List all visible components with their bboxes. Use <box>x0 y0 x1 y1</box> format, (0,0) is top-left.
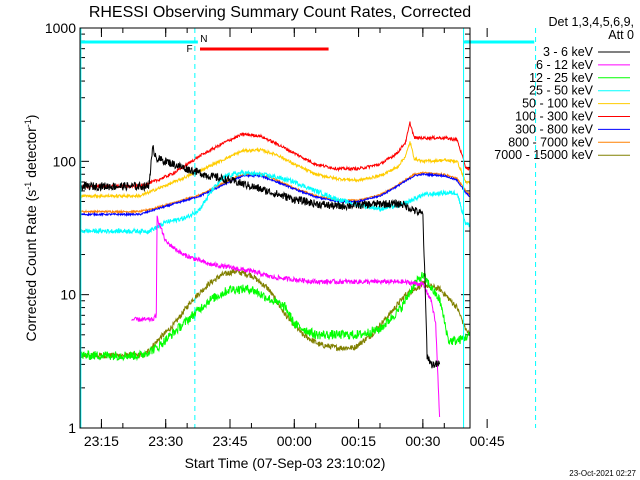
y-tick-label: 1 <box>68 420 76 436</box>
footer-timestamp: 23-Oct-2021 02:27 <box>569 469 636 478</box>
legend-header-2: Att 0 <box>608 28 634 42</box>
legend-label: 100 - 300 keV <box>515 110 593 124</box>
legend-label: 3 - 6 keV <box>543 45 594 59</box>
chart-title: RHESSI Observing Summary Count Rates, Co… <box>89 4 471 21</box>
legend-label: 50 - 100 keV <box>522 97 594 111</box>
x-tick-label: 00:45 <box>470 433 505 449</box>
y-tick-label: 10 <box>60 287 76 303</box>
x-tick-label: 23:45 <box>212 433 247 449</box>
x-tick-label: 23:15 <box>84 433 119 449</box>
y-label-part3: ) <box>23 115 39 120</box>
x-tick-label: 00:30 <box>405 433 440 449</box>
series-line-25-50keV <box>80 169 470 236</box>
y-tick-label: 1000 <box>45 20 76 36</box>
legend-label: 6 - 12 keV <box>536 58 594 72</box>
series-line-300-800keV <box>80 171 470 218</box>
x-label-date: 07-Sep-03 23:10:02 <box>257 455 381 471</box>
legend-label: 300 - 800 keV <box>515 122 593 136</box>
y-axis-label: Corrected Count Rate (s-1 detector-1) <box>23 115 39 342</box>
legend-header-1: Det 1,3,4,5,6,9, <box>549 15 634 29</box>
y-tick-label: 100 <box>53 153 77 169</box>
y-tick-labels: 1 10 100 1000 <box>45 20 76 436</box>
x-label-prefix: Start Time ( <box>185 455 258 471</box>
series-line-3-6keV <box>80 145 441 369</box>
legend-label: 25 - 50 keV <box>529 84 594 98</box>
series-line-12-25keV <box>80 271 470 362</box>
x-label-suffix: ) <box>381 455 386 471</box>
y-label-sup2: -1 <box>23 119 33 127</box>
overlay-layer: NF <box>80 28 537 428</box>
marker-F: F <box>187 44 193 55</box>
y-label-part1: Corrected Count Rate (s <box>23 190 39 342</box>
legend-label: 7000 - 15000 keV <box>494 148 593 162</box>
series-line-50-100keV <box>80 141 470 199</box>
x-tick-labels: 23:15 23:30 23:45 00:00 00:15 00:30 00:45 <box>84 433 505 449</box>
series-layer <box>80 121 470 418</box>
x-tick-label: 00:00 <box>277 433 312 449</box>
x-tick-label: 00:15 <box>341 433 376 449</box>
y-label-part2: detector <box>23 127 39 182</box>
plot-frame <box>79 27 471 429</box>
x-tick-label: 23:30 <box>148 433 183 449</box>
x-axis-label: Start Time (07-Sep-03 23:10:02) <box>185 455 386 471</box>
legend-label: 800 - 7000 keV <box>508 135 593 149</box>
marker-N: N <box>200 34 207 45</box>
y-label-sup1: -1 <box>23 182 33 190</box>
series-line-6-12keV <box>131 215 441 418</box>
legend-label: 12 - 25 keV <box>529 71 594 85</box>
